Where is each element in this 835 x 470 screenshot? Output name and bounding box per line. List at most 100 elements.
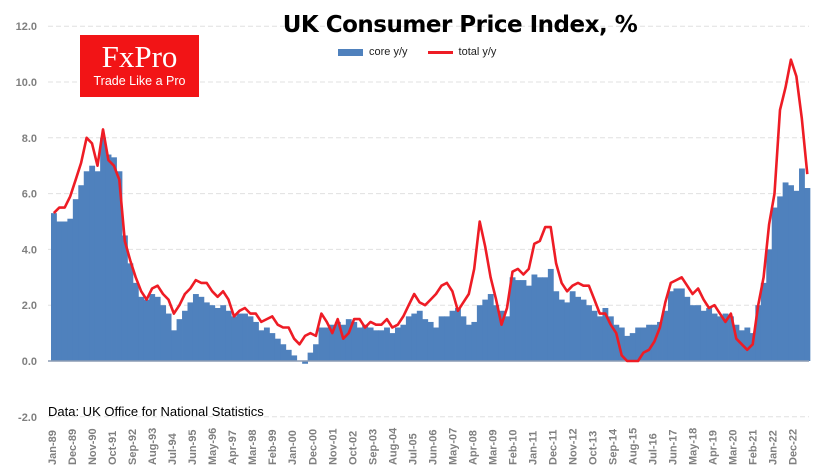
core-bar xyxy=(231,316,238,361)
core-bar xyxy=(100,137,106,361)
core-bar xyxy=(111,157,117,361)
core-bar xyxy=(444,316,450,361)
core-bar xyxy=(586,305,592,361)
x-tick-label: Dec-89 xyxy=(67,429,79,465)
core-bar xyxy=(340,324,347,361)
x-tick-label: Nov-12 xyxy=(568,428,580,465)
x-tick-label: Aug-93 xyxy=(147,428,159,465)
core-bar xyxy=(220,305,227,361)
core-bar xyxy=(569,291,576,361)
legend-label-total: total y/y xyxy=(458,46,497,58)
core-bar xyxy=(755,305,762,361)
core-bar xyxy=(793,190,800,361)
core-bar xyxy=(405,316,412,361)
core-bar xyxy=(684,296,691,361)
core-bar xyxy=(487,294,494,361)
core-bar xyxy=(607,316,614,361)
core-bar xyxy=(154,296,161,361)
core-bar xyxy=(291,355,298,361)
core-bar xyxy=(269,333,276,361)
x-tick-label: Mar-98 xyxy=(247,430,259,465)
core-bar xyxy=(373,330,379,361)
core-bar xyxy=(307,352,314,361)
core-bar xyxy=(547,268,554,361)
core-bar xyxy=(192,294,199,361)
x-tick-label: Apr-08 xyxy=(467,430,479,465)
core-bar xyxy=(520,280,527,361)
x-tick-label: Sep-92 xyxy=(127,429,139,465)
core-bar xyxy=(460,316,467,361)
core-bar xyxy=(182,310,188,361)
core-bar xyxy=(324,327,330,361)
core-bar xyxy=(629,333,636,361)
x-tick-label: Aug-15 xyxy=(628,428,640,465)
x-tick-label: Dec-11 xyxy=(548,430,560,465)
core-bar xyxy=(580,299,587,361)
core-bar xyxy=(564,302,571,361)
core-bar xyxy=(760,282,767,361)
core-bar xyxy=(143,299,150,361)
core-bar xyxy=(416,310,423,361)
x-tick-label: Mar-20 xyxy=(728,430,740,465)
x-tick-label: May-18 xyxy=(688,428,700,465)
core-bar xyxy=(799,168,805,361)
fxpro-logo: FxPro Trade Like a Pro xyxy=(80,35,199,97)
core-bar xyxy=(171,330,177,361)
y-tick-label: 12.0 xyxy=(16,21,37,33)
x-tick-label: Sep-14 xyxy=(608,428,620,465)
core-bar xyxy=(602,307,609,361)
core-bar xyxy=(258,330,265,361)
core-bar xyxy=(531,274,538,361)
x-tick-label: Apr-97 xyxy=(227,430,239,465)
core-bar xyxy=(618,327,625,361)
legend-swatch-total xyxy=(427,50,453,54)
y-tick-label: 6.0 xyxy=(22,189,37,201)
core-bar xyxy=(198,296,205,361)
core-bar xyxy=(422,319,429,361)
core-bar xyxy=(389,333,396,361)
core-bar xyxy=(280,344,287,361)
core-bar xyxy=(61,221,68,361)
core-bar xyxy=(187,302,194,361)
core-bar xyxy=(613,324,620,361)
core-bar xyxy=(378,330,385,361)
y-tick-label: 2.0 xyxy=(22,300,37,312)
core-bar xyxy=(236,313,243,361)
core-bar xyxy=(51,213,57,361)
core-bar xyxy=(351,321,358,361)
y-tick-label: 0.0 xyxy=(22,356,37,368)
x-tick-label: Nov-90 xyxy=(87,428,99,465)
core-bar xyxy=(526,285,532,361)
y-tick-label: 8.0 xyxy=(22,133,37,145)
core-bar xyxy=(116,171,123,361)
core-bar xyxy=(132,282,139,361)
core-bar xyxy=(203,302,210,361)
core-bar xyxy=(438,316,445,361)
core-bar xyxy=(504,316,511,361)
x-tick-label: Feb-10 xyxy=(507,430,519,465)
core-bar xyxy=(302,361,309,364)
core-bar xyxy=(465,324,472,361)
core-bar xyxy=(624,335,631,361)
core-bar xyxy=(449,310,456,361)
core-bar xyxy=(678,288,685,361)
core-bar xyxy=(455,307,461,361)
core-bar xyxy=(318,327,325,361)
x-tick-label: Jun-06 xyxy=(427,430,439,465)
x-tick-label: May-96 xyxy=(207,428,219,465)
x-tick-label: Jul-16 xyxy=(648,433,660,465)
core-bar xyxy=(362,324,369,361)
core-bar xyxy=(394,327,401,361)
core-bar xyxy=(242,313,248,361)
core-bar xyxy=(717,316,723,361)
core-bar xyxy=(722,313,729,361)
core-bar xyxy=(700,310,707,361)
core-bar xyxy=(536,277,543,361)
x-tick-label: Jan-89 xyxy=(47,430,59,465)
x-tick-label: Apr-19 xyxy=(708,430,720,465)
core-bar xyxy=(253,321,259,361)
x-tick-label: Jan-11 xyxy=(527,431,539,465)
x-tick-label: Jan-00 xyxy=(287,430,299,465)
core-bar xyxy=(771,207,778,361)
